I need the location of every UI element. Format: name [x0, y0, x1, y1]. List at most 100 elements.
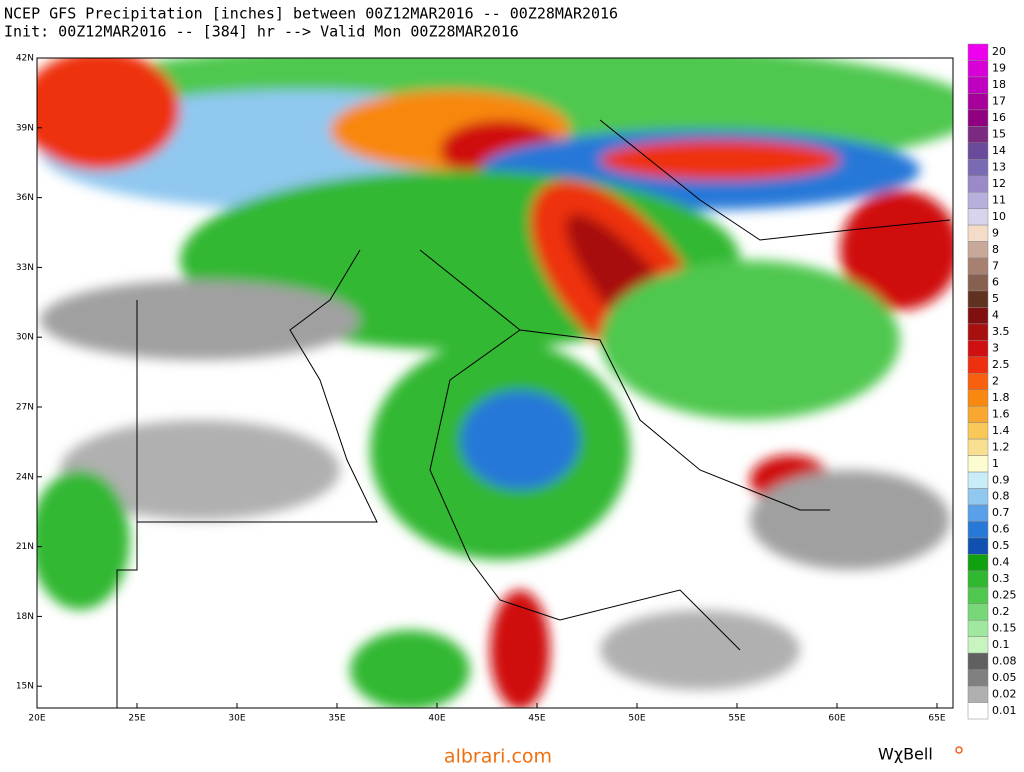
lat-label: 18N	[16, 612, 34, 622]
lat-label: 42N	[16, 54, 34, 64]
legend-swatch	[967, 307, 989, 325]
lon-label: 60E	[828, 714, 845, 724]
legend-swatch	[967, 521, 989, 539]
legend-swatch	[967, 257, 989, 275]
legend-swatch	[967, 389, 989, 407]
legend-label: 19	[992, 62, 1006, 75]
legend-label: 1.8	[992, 391, 1010, 404]
legend-swatch	[967, 405, 989, 423]
legend-swatch	[967, 323, 989, 341]
legend-swatch	[967, 669, 989, 687]
legend-label: 1.6	[992, 407, 1010, 420]
lon-label: 50E	[628, 714, 645, 724]
legend-swatch	[967, 175, 989, 193]
map-frame	[36, 57, 954, 709]
legend-label: 0.7	[992, 506, 1010, 519]
legend-label: 1.2	[992, 440, 1010, 453]
legend-label: 0.08	[992, 654, 1017, 667]
legend-label: 0.1	[992, 638, 1010, 651]
brand: WχBell	[878, 745, 933, 764]
legend-label: 16	[992, 111, 1006, 124]
legend-swatch	[967, 373, 989, 390]
legend-swatch	[967, 438, 989, 456]
lat-label: 21N	[16, 542, 34, 552]
legend-swatch	[967, 652, 989, 670]
legend-swatch	[967, 636, 989, 654]
legend-label: 8	[992, 243, 999, 256]
legend-label: 1	[992, 457, 999, 470]
legend-swatch	[967, 340, 989, 358]
legend-swatch	[967, 504, 989, 522]
legend-label: 10	[992, 210, 1006, 223]
lon-label: 20E	[28, 714, 45, 724]
borders	[116, 119, 951, 708]
lon-label: 55E	[728, 714, 745, 724]
legend-label: 20	[992, 45, 1006, 58]
legend-label: 2.5	[992, 358, 1010, 371]
legend-swatch	[967, 76, 989, 94]
lon-label: 35E	[328, 714, 345, 724]
legend-swatch	[967, 554, 989, 572]
legend-swatch	[967, 455, 989, 473]
legend-swatch	[967, 537, 989, 555]
lat-label: 27N	[16, 403, 34, 413]
brand-dot	[955, 746, 963, 754]
legend-label: 0.6	[992, 523, 1010, 536]
legend-label: 18	[992, 78, 1006, 91]
lon-label: 25E	[128, 714, 145, 724]
legend-swatch	[967, 603, 989, 621]
precip-field	[37, 58, 953, 708]
legend-label: 2	[992, 375, 999, 388]
lat-label: 39N	[16, 123, 34, 133]
legend-label: 17	[992, 95, 1006, 108]
lon-label: 30E	[228, 714, 245, 724]
legend-swatch	[967, 587, 989, 605]
legend-swatch	[967, 422, 989, 440]
lat-label: 36N	[16, 193, 34, 203]
legend-label: 5	[992, 292, 999, 305]
legend-swatch	[967, 570, 989, 588]
legend-label: 4	[992, 309, 999, 322]
lat-label: 33N	[16, 263, 34, 273]
legend-swatch	[967, 290, 989, 308]
legend-swatch	[967, 685, 989, 703]
legend-swatch	[967, 109, 989, 127]
legend-label: 0.3	[992, 572, 1010, 585]
legend-swatch	[967, 158, 989, 176]
lon-label: 65E	[928, 714, 945, 724]
lon-label: 40E	[428, 714, 445, 724]
legend-label: 12	[992, 177, 1006, 190]
legend-label: 0.01	[992, 704, 1017, 717]
legend-swatch	[967, 471, 989, 489]
legend-swatch	[967, 274, 989, 292]
legend-label: 3	[992, 342, 999, 355]
legend-label: 0.8	[992, 490, 1010, 503]
legend-swatch	[967, 702, 989, 720]
legend-label: 0.5	[992, 539, 1010, 552]
legend-swatch	[967, 488, 989, 506]
legend-label: 1.4	[992, 424, 1010, 437]
map-area	[37, 58, 953, 708]
legend-swatch	[967, 191, 989, 209]
legend-label: 0.25	[992, 589, 1017, 602]
legend-swatch	[967, 93, 989, 111]
legend-label: 0.2	[992, 605, 1010, 618]
legend-label: 14	[992, 144, 1006, 157]
legend-swatch	[967, 619, 989, 637]
legend-swatch	[967, 241, 989, 259]
legend-label: 6	[992, 276, 999, 289]
legend-label: 0.05	[992, 671, 1017, 684]
watermark: albrari.com	[444, 746, 552, 768]
legend-label: 15	[992, 128, 1006, 141]
legend-label: 9	[992, 226, 999, 239]
lat-label: 24N	[16, 472, 34, 482]
legend-swatch	[967, 142, 989, 160]
title-line: NCEP GFS Precipitation [inches] between …	[4, 5, 618, 23]
legend-label: 11	[992, 193, 1006, 206]
legend-swatch	[967, 126, 989, 144]
legend-label: 3.5	[992, 325, 1010, 338]
legend-label: 0.02	[992, 687, 1017, 700]
title-line: Init: 00Z12MAR2016 -- [384] hr --> Valid…	[4, 23, 519, 41]
